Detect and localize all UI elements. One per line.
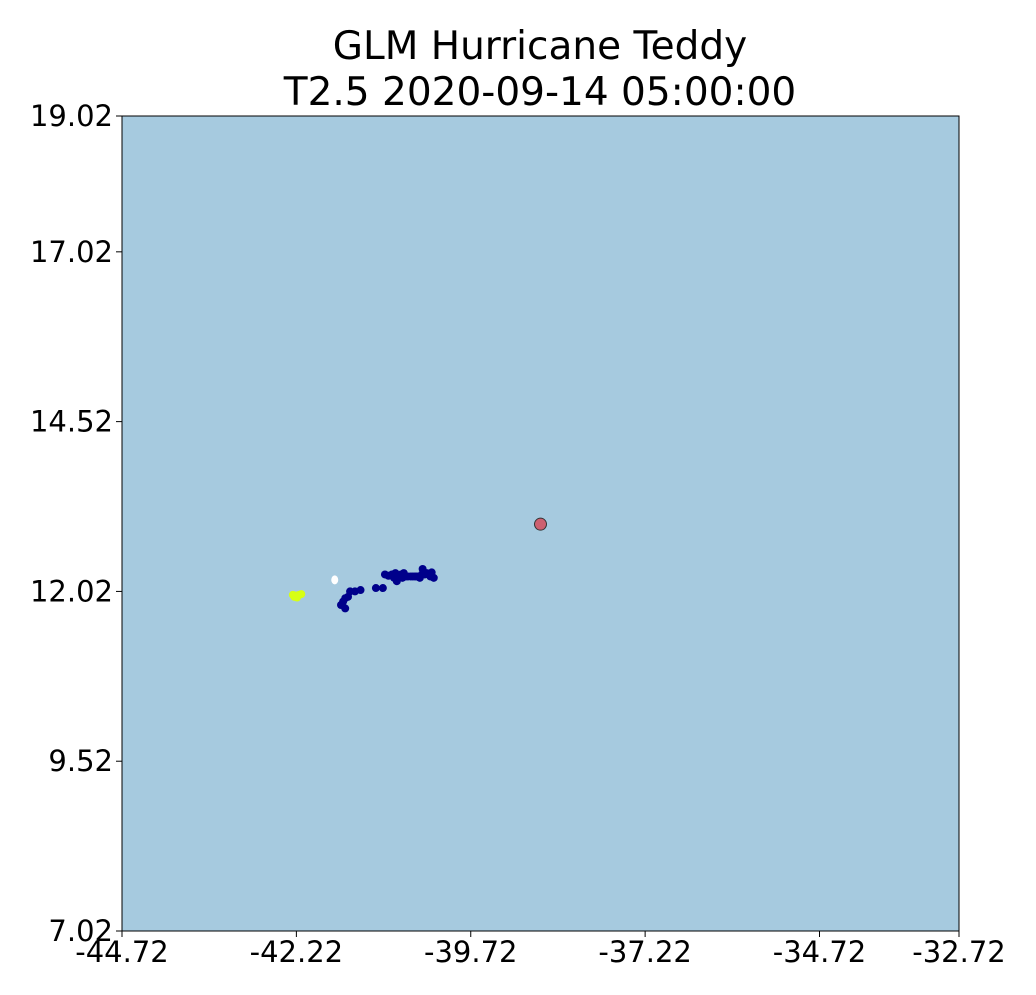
points-layer [288,517,547,613]
x-tick-label: -39.72 [424,935,518,969]
data-point [293,593,302,602]
y-tick-label: 14.52 [30,405,113,439]
x-tick-label: -37.22 [598,935,692,969]
y-tick-label: 17.02 [30,235,113,269]
data-point [378,584,387,593]
y-tick-label: 9.52 [48,744,113,778]
x-tick-label: -42.22 [250,935,344,969]
y-axis: 7.02 9.52 12.02 14.52 17.02 19.02 [30,99,122,948]
data-point [331,575,339,585]
chart-title: GLM Hurricane Teddy [332,24,748,69]
y-tick-label: 12.02 [30,574,113,608]
x-tick-label: -32.72 [912,935,1006,969]
y-tick-label: 19.02 [30,99,113,133]
x-tick-label: -44.72 [75,935,169,969]
data-point [429,573,438,582]
x-axis: -44.72 -42.22 -39.72 -37.22 -34.72 -32.72 [75,931,1006,969]
data-point [534,517,547,531]
y-tick-label: 7.02 [48,914,113,948]
x-tick-label: -34.72 [773,935,867,969]
plot-frame [121,115,960,932]
data-point [371,584,380,593]
data-point [341,604,350,613]
chart-subtitle: T2.5 2020-09-14 05:00:00 [283,70,797,115]
